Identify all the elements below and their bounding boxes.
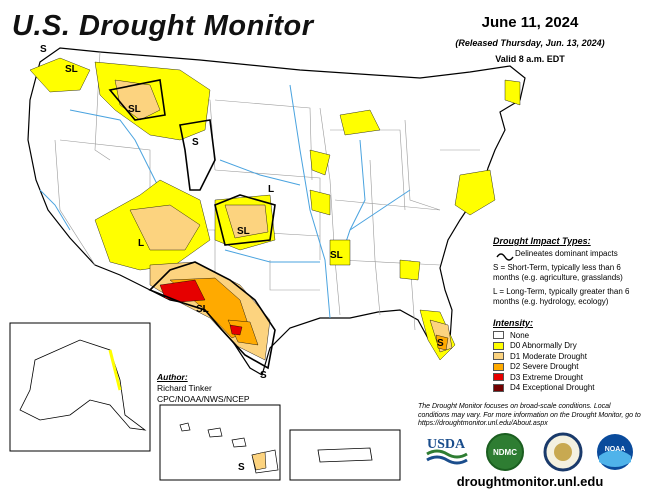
hawaii-d1 bbox=[251, 451, 267, 471]
legend-swatch bbox=[493, 373, 504, 381]
legend-title: Intensity: bbox=[493, 318, 534, 328]
impact-short-term: S = Short-Term, typically less than 6 mo… bbox=[493, 263, 623, 282]
footer-note: The Drought Monitor focuses on broad-sca… bbox=[418, 403, 641, 427]
legend-label: D4 Exceptional Drought bbox=[510, 383, 595, 392]
label-s-florida: S bbox=[437, 338, 444, 349]
impact-long-term: L = Long-Term, typically greater than 6 … bbox=[493, 287, 630, 306]
partner-logos: USDA NDMC NOAA bbox=[425, 432, 645, 472]
legend-label: D3 Extreme Drought bbox=[510, 372, 583, 382]
label-sl-oklahoma: SL bbox=[237, 226, 250, 237]
release-date: (Released Thursday, Jun. 13, 2024) bbox=[455, 38, 605, 48]
legend-label: D0 Abnormally Dry bbox=[510, 341, 577, 350]
label-sl-arkansas: SL bbox=[330, 250, 343, 261]
label-sl-idaho: SL bbox=[128, 104, 141, 115]
label-s-wyoming: S bbox=[192, 137, 199, 148]
legend-item: D0 Abnormally Dry bbox=[493, 341, 643, 351]
website-url[interactable]: droughtmonitor.unl.edu bbox=[456, 474, 604, 489]
author-title: Author: bbox=[157, 372, 188, 382]
svg-text:NOAA: NOAA bbox=[605, 446, 626, 453]
d3-areas bbox=[159, 279, 243, 336]
label-l-kansas: L bbox=[268, 184, 274, 195]
impact-lines bbox=[108, 79, 276, 370]
legend-swatch bbox=[493, 341, 504, 350]
author-block: Author: Richard Tinker CPC/NOAA/NWS/NCEP bbox=[157, 372, 250, 405]
label-s-northwest: S bbox=[40, 44, 47, 55]
map-date: June 11, 2024 bbox=[481, 14, 579, 31]
legend-label: D1 Moderate Drought bbox=[510, 351, 587, 361]
legend-swatch bbox=[493, 383, 504, 392]
valid-time: Valid 8 a.m. EDT bbox=[495, 54, 565, 64]
puerto-rico-outline bbox=[317, 447, 373, 463]
legend-swatch bbox=[493, 352, 504, 360]
impact-delineates: Delineates dominant impacts bbox=[515, 249, 618, 258]
legend-item: D4 Exceptional Drought bbox=[493, 383, 643, 393]
ndmc-logo: NDMC bbox=[486, 433, 524, 471]
map-title: U.S. Drought Monitor bbox=[12, 10, 314, 42]
legend-item: D3 Extreme Drought bbox=[493, 372, 643, 382]
legend-item: D1 Moderate Drought bbox=[493, 351, 643, 361]
label-l-arizona: L bbox=[138, 238, 144, 249]
impact-line-sample bbox=[496, 253, 514, 261]
impact-types: Drought Impact Types: Delineates dominan… bbox=[493, 236, 643, 311]
commerce-seal bbox=[543, 432, 583, 472]
author-org: CPC/NOAA/NWS/NCEP bbox=[157, 394, 250, 404]
label-sl-washington: SL bbox=[65, 64, 78, 75]
legend-label: D2 Severe Drought bbox=[510, 362, 579, 371]
legend-item: None bbox=[493, 330, 643, 340]
legend-swatch bbox=[493, 362, 504, 371]
svg-text:USDA: USDA bbox=[427, 437, 466, 452]
legend-swatch bbox=[493, 331, 504, 339]
usda-logo: USDA bbox=[426, 437, 468, 465]
label-sl-texas: SL bbox=[196, 304, 209, 315]
rivers bbox=[39, 84, 411, 319]
author-name: Richard Tinker bbox=[157, 383, 212, 393]
intensity-legend: Intensity: None D0 Abnormally Dry D1 Moder… bbox=[493, 318, 643, 393]
legend-label: None bbox=[510, 330, 530, 340]
legend-item: D2 Severe Drought bbox=[493, 362, 643, 372]
alaska-d0 bbox=[108, 349, 122, 391]
impact-title: Drought Impact Types: bbox=[493, 236, 591, 246]
label-s-hawaii: S bbox=[238, 462, 245, 473]
noaa-logo: NOAA bbox=[597, 434, 633, 470]
svg-text:NDMC: NDMC bbox=[493, 448, 517, 457]
label-s-texas-south: S bbox=[260, 370, 267, 381]
